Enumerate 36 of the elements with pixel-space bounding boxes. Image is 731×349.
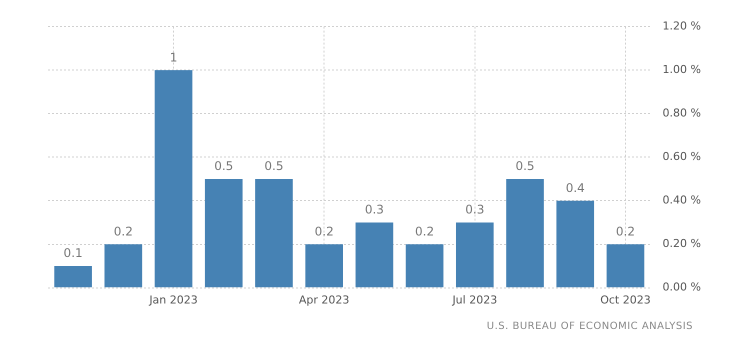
y-tick-label: 0.80 % <box>662 106 702 120</box>
y-tick-label: 0.40 % <box>662 194 702 207</box>
data-label: 0.2 <box>616 224 635 238</box>
x-tick-label: Oct 2023 <box>600 293 651 306</box>
x-tick-label: Apr 2023 <box>298 293 350 306</box>
bar <box>456 222 494 288</box>
y-tick-label: 0.00 % <box>662 280 702 294</box>
y-tick-label: 0.20 % <box>662 237 702 250</box>
bar <box>606 244 644 288</box>
data-label: 1 <box>170 50 178 64</box>
data-label: 0.2 <box>415 224 434 238</box>
y-tick-label: 1.20 % <box>662 19 702 32</box>
data-label: 0.3 <box>465 202 484 217</box>
text: U.S. BUREAU OF ECONOMIC ANALYSIS <box>486 321 694 332</box>
bar <box>556 200 594 288</box>
x-tick-label: Jul 2023 <box>451 293 498 306</box>
bar <box>356 222 394 288</box>
bar <box>204 178 243 288</box>
bar <box>104 244 142 288</box>
bar <box>54 266 92 288</box>
bar <box>506 178 544 288</box>
bar <box>255 178 293 288</box>
data-label: 0.2 <box>314 224 334 238</box>
y-tick-label: 1.00 % <box>662 62 702 76</box>
y-tick-label: 0.60 % <box>662 150 702 164</box>
bar <box>406 244 444 288</box>
data-label: 0.5 <box>515 159 535 174</box>
bar <box>154 70 192 288</box>
data-label: 0.2 <box>114 224 133 238</box>
data-label: 0.1 <box>64 246 83 260</box>
data-label: 0.5 <box>264 159 284 174</box>
data-label: 0.5 <box>214 159 234 174</box>
data-label: 0.4 <box>566 180 585 195</box>
data-label: 0.3 <box>364 202 384 217</box>
x-tick-label: Jan 2023 <box>148 293 198 306</box>
bar <box>305 244 344 288</box>
